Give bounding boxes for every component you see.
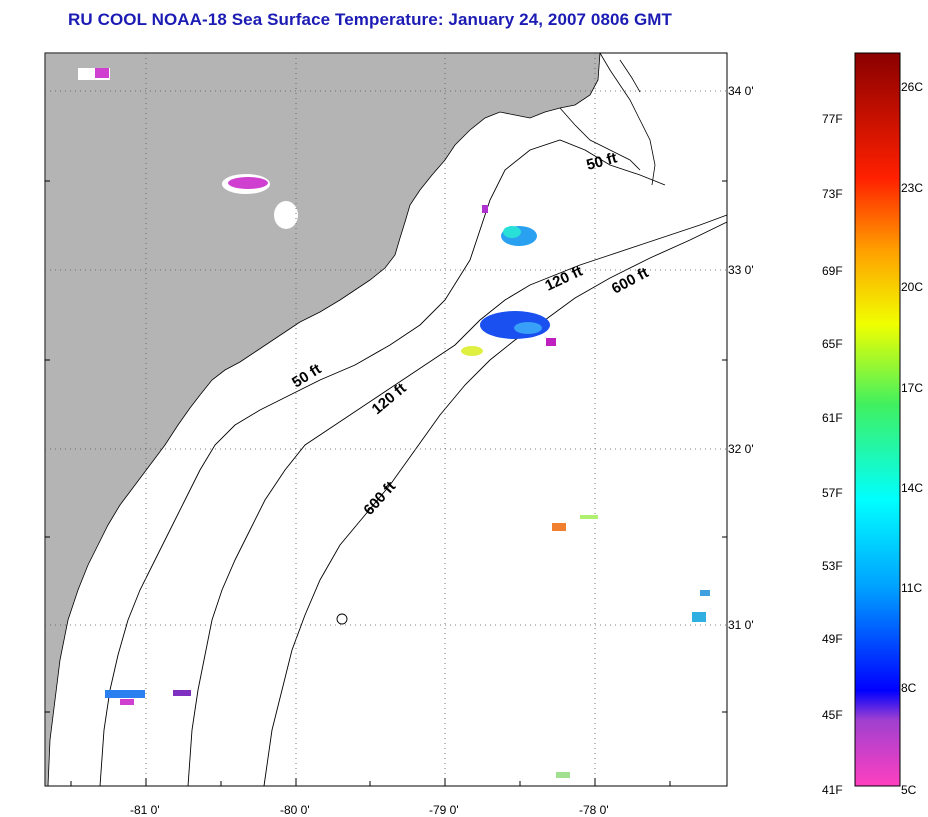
- sst-patch: [692, 612, 706, 622]
- colorbar: 77F 73F 69F 65F 61F 57F 53F 49F 45F 41F …: [822, 52, 923, 797]
- lat-tick-label: 34 0': [728, 84, 754, 98]
- sst-patch: [556, 772, 570, 778]
- colorbar-f-label: 73F: [822, 187, 843, 201]
- lon-tick-label: -79 0': [429, 803, 459, 817]
- sst-patch: [700, 590, 710, 596]
- colorbar-f-label: 57F: [822, 486, 843, 500]
- depth-contour-600ft: [263, 221, 728, 787]
- colorbar-f-label: 69F: [822, 264, 843, 278]
- colorbar-f-label: 49F: [822, 632, 843, 646]
- colorbar-c-label: 23C: [901, 181, 923, 195]
- colorbar-f-label: 61F: [822, 411, 843, 425]
- colorbar-gradient: [854, 52, 901, 787]
- sst-data: [95, 68, 710, 778]
- colorbar-c-label: 26C: [901, 80, 923, 94]
- colorbar-f-label: 65F: [822, 337, 843, 351]
- sst-patch: [173, 690, 191, 696]
- sst-patch: [482, 205, 488, 213]
- colorbar-c-label: 5C: [901, 783, 917, 797]
- depth-contour-120ft: [187, 214, 728, 787]
- sst-patch: [546, 338, 556, 346]
- sst-patch: [120, 699, 134, 705]
- colorbar-f-label: 45F: [822, 708, 843, 722]
- sst-patch: [580, 515, 598, 519]
- sst-patch: [514, 322, 542, 334]
- map-title: RU COOL NOAA-18 Sea Surface Temperature:…: [68, 10, 673, 29]
- nodata-patch: [274, 201, 298, 229]
- colorbar-f-label: 41F: [822, 783, 843, 797]
- colorbar-c-label: 8C: [901, 681, 917, 695]
- lon-tick-label: -80 0': [280, 803, 310, 817]
- seamount-contour: [336, 613, 348, 625]
- lat-tick-label: 33 0': [728, 263, 754, 277]
- sst-patch: [552, 523, 566, 531]
- colorbar-f-label: 53F: [822, 559, 843, 573]
- frame-ticks: [45, 180, 727, 786]
- colorbar-c-label: 17C: [901, 381, 923, 395]
- sst-patch: [105, 690, 145, 698]
- lon-tick-label: -78 0': [579, 803, 609, 817]
- coastal-detail: [559, 52, 656, 186]
- lat-tick-label: 32 0': [728, 442, 754, 456]
- colorbar-c-label: 14C: [901, 481, 923, 495]
- colorbar-c-label: 11C: [901, 581, 922, 595]
- colorbar-c-label: 20C: [901, 280, 923, 294]
- sst-patch: [228, 177, 268, 189]
- sst-map: 50 ft 120 ft 600 ft 50 ft 120 ft 600 ft …: [44, 52, 754, 817]
- lat-tick-label: 31 0': [728, 618, 754, 632]
- sst-patch: [503, 226, 521, 238]
- depth-contour-50ft: [99, 139, 666, 787]
- lon-tick-label: -81 0': [130, 803, 160, 817]
- sst-patch: [461, 346, 483, 356]
- land-mass: [44, 52, 601, 787]
- graticule: [45, 53, 727, 786]
- colorbar-f-label: 77F: [822, 112, 843, 126]
- sst-patch: [95, 68, 109, 78]
